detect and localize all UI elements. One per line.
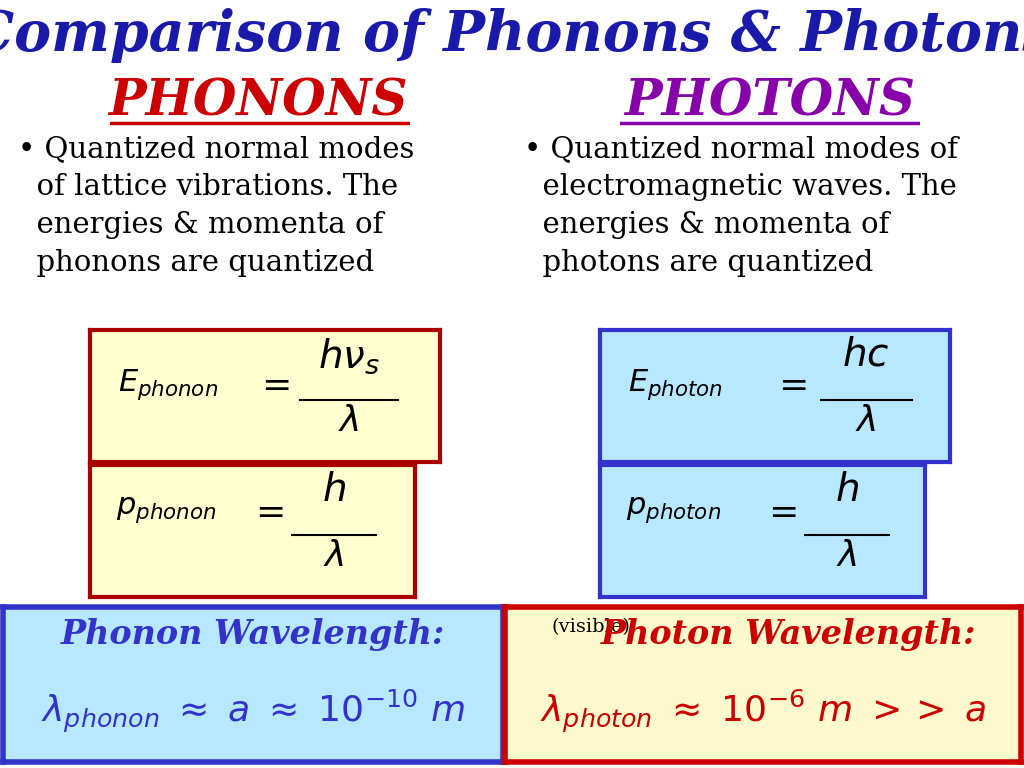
Text: $h$: $h$ [835,472,859,508]
Text: PHOTONS: PHOTONS [625,78,915,127]
Text: $=$: $=$ [761,494,797,528]
Text: $p_{photon}$: $p_{photon}$ [626,494,721,525]
Text: Phonon Wavelength:: Phonon Wavelength: [60,617,445,650]
Text: $=$: $=$ [248,494,284,528]
Text: $=$: $=$ [771,367,807,401]
Text: Photon Wavelength:: Photon Wavelength: [601,617,977,650]
Text: $\lambda$: $\lambda$ [837,539,858,573]
Text: $=$: $=$ [254,367,290,401]
Text: $h$: $h$ [322,472,346,508]
Text: $h\nu_s$: $h\nu_s$ [318,336,380,376]
Text: $E_{photon}$: $E_{photon}$ [628,367,723,402]
Text: • Quantized normal modes
  of lattice vibrations. The
  energies & momenta of
  : • Quantized normal modes of lattice vibr… [18,135,415,276]
Text: • Quantized normal modes of
  electromagnetic waves. The
  energies & momenta of: • Quantized normal modes of electromagne… [524,135,958,276]
Text: PHONONS: PHONONS [109,78,408,127]
Text: $\lambda_{photon}\ \approx\ 10^{-6}\ m\ >>\ a$: $\lambda_{photon}\ \approx\ 10^{-6}\ m\ … [540,687,986,735]
Text: $\lambda_{phonon}\ \approx\ a\ \approx\ 10^{-10}\ m$: $\lambda_{phonon}\ \approx\ a\ \approx\ … [41,687,465,735]
Text: $hc$: $hc$ [843,336,890,373]
Text: $\lambda$: $\lambda$ [855,404,877,438]
Text: $p_{phonon}$: $p_{phonon}$ [116,494,216,525]
Text: $E_{phonon}$: $E_{phonon}$ [118,367,218,402]
Text: (visible): (visible) [552,617,631,636]
Text: Comparison of Phonons & Photons: Comparison of Phonons & Photons [0,8,1024,63]
Text: $\lambda$: $\lambda$ [338,404,359,438]
Text: $\lambda$: $\lambda$ [324,539,344,573]
